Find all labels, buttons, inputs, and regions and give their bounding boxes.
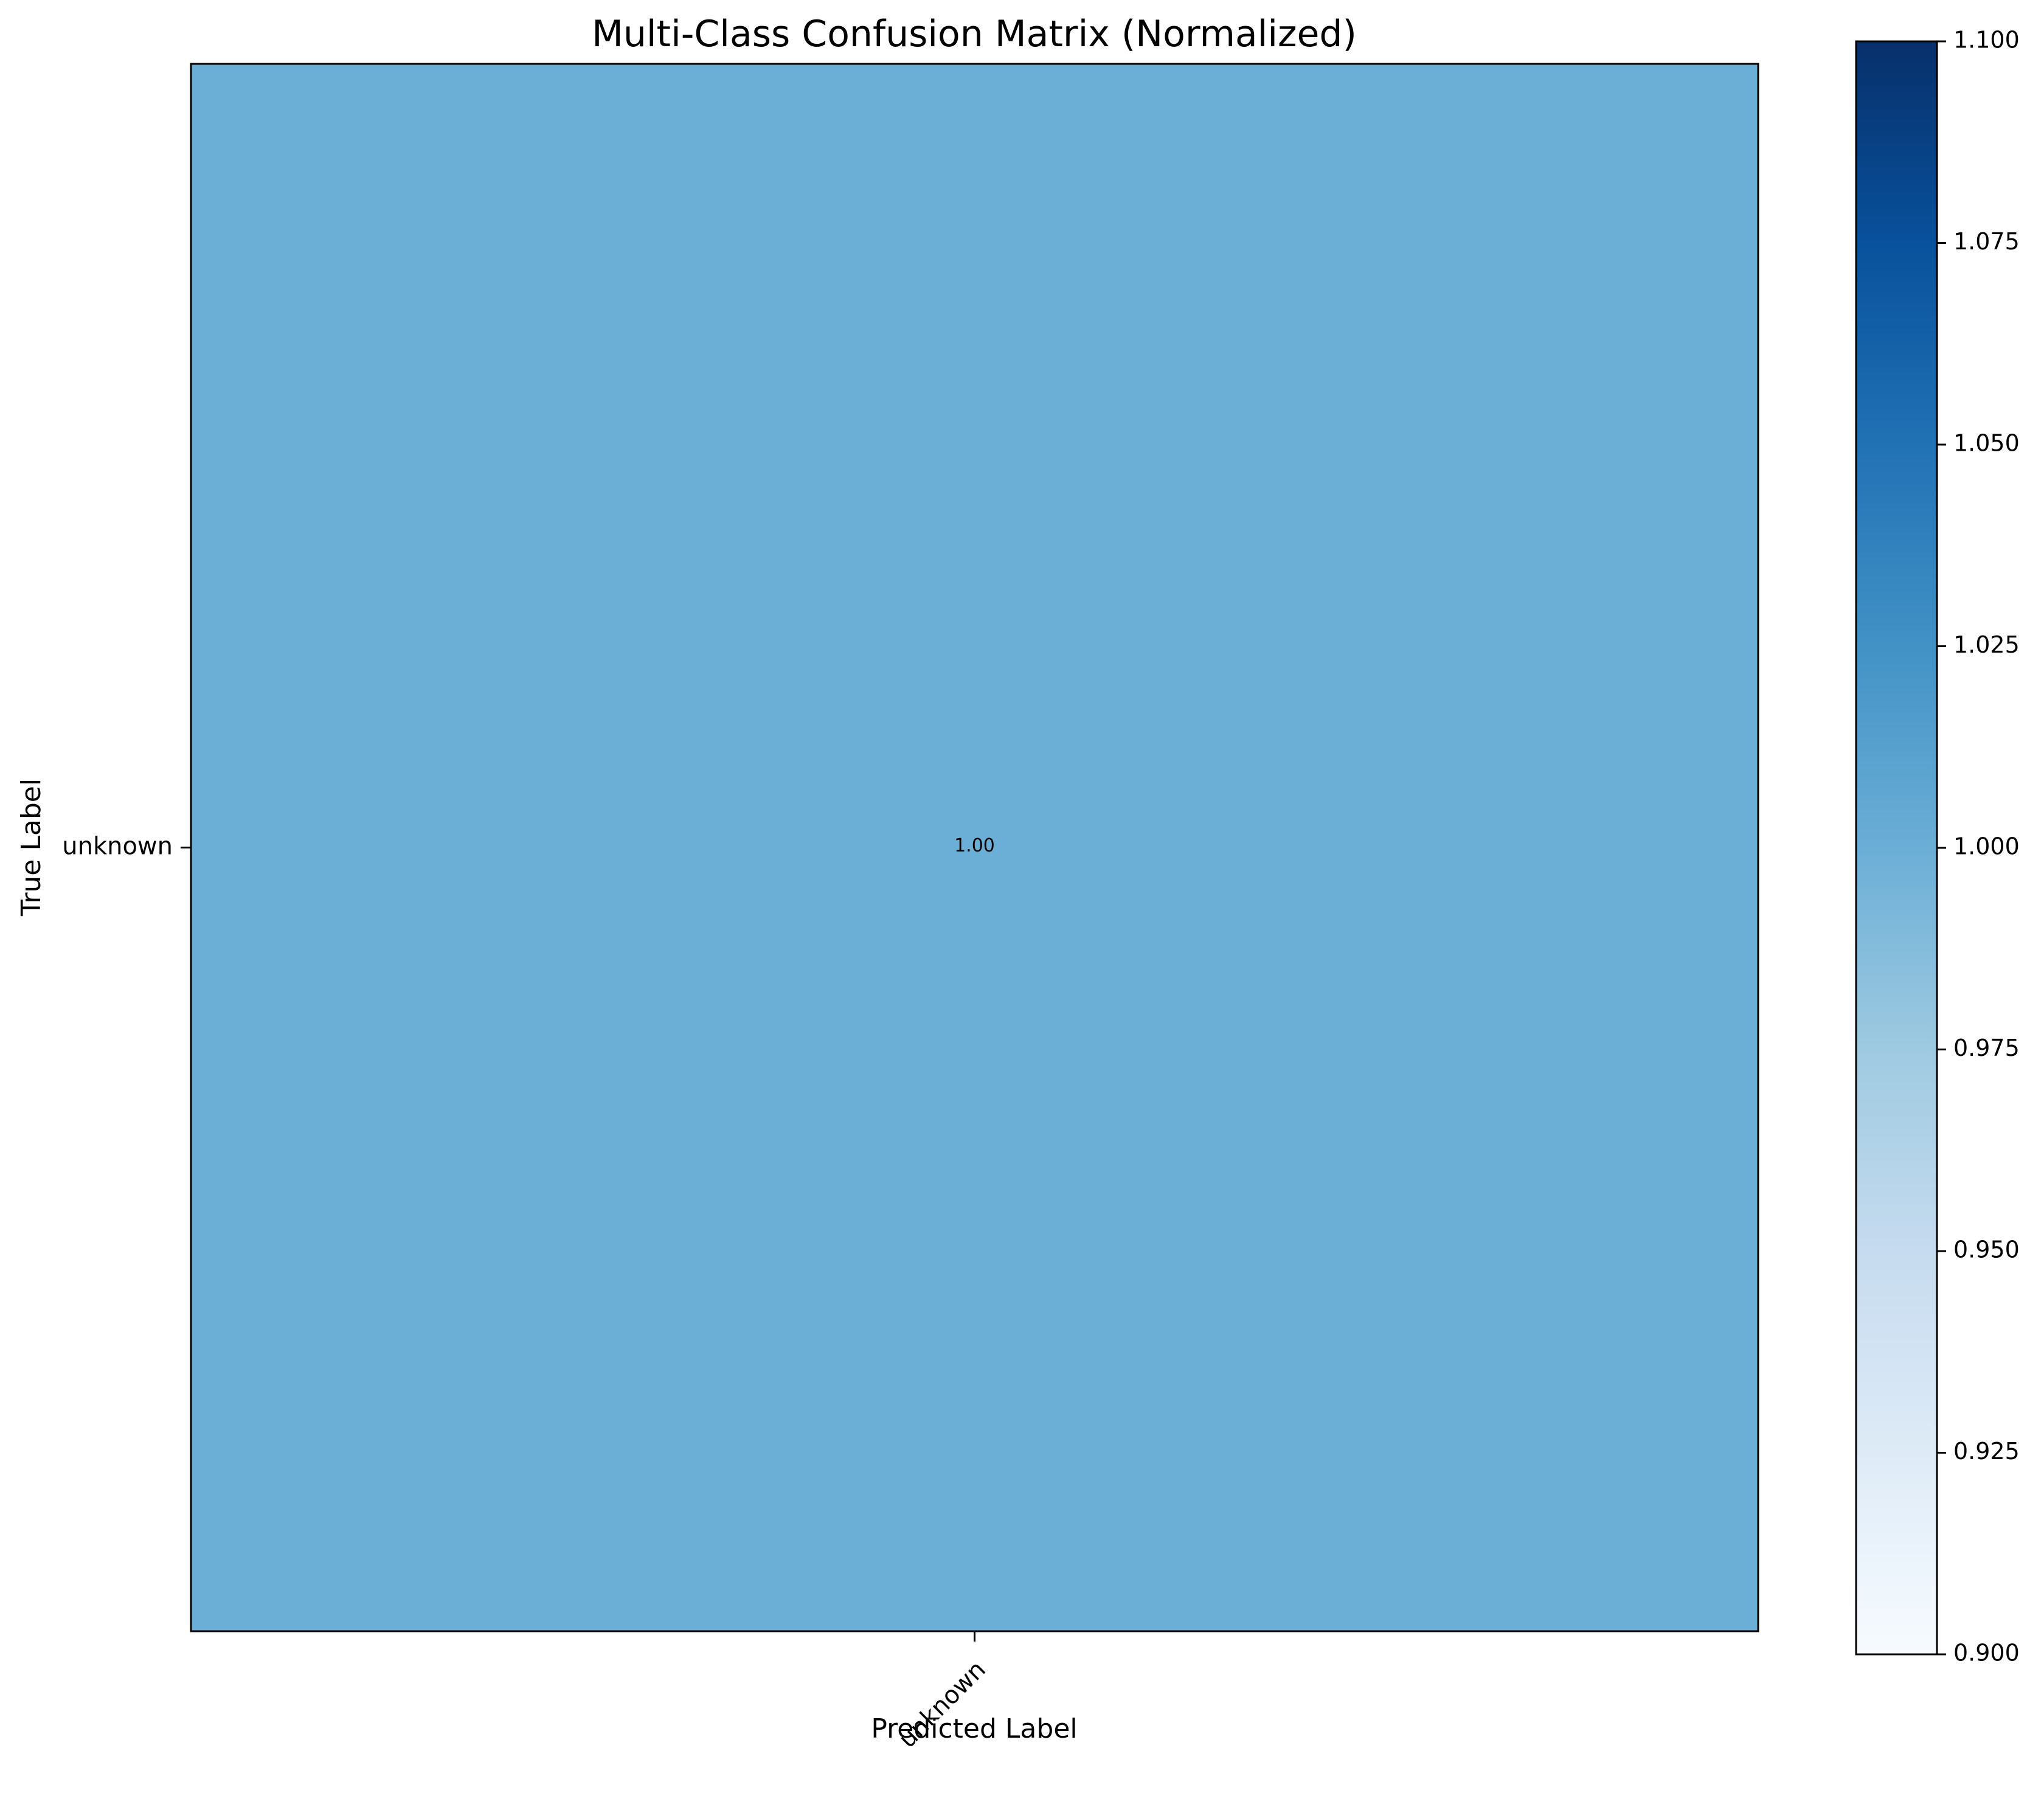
colorbar-axis: 0.900 0.925 0.950 0.975 1.000 1.025 1.050 1.075… (1937, 27, 2020, 1667)
y-tick-label: unknown (62, 833, 173, 861)
heatmap-cell (191, 64, 1758, 1631)
x-axis-label: Predicted Label (871, 1713, 1077, 1744)
colorbar-tick-label: 0.950 (1953, 1236, 2020, 1263)
heatmap-area: 1.00 (191, 64, 1758, 1631)
y-axis: unknown (62, 833, 191, 861)
colorbar-tick-label: 1.050 (1953, 430, 2020, 457)
colorbar-tick-label: 1.025 (1953, 631, 2020, 658)
y-axis-label: True Label (16, 779, 47, 917)
colorbar-tick-label: 0.975 (1953, 1035, 2020, 1061)
colorbar-tick-label: 1.075 (1953, 228, 2020, 255)
colorbar-tick-label: 1.000 (1953, 833, 2020, 860)
colorbar-tick-label: 0.900 (1953, 1640, 2020, 1667)
colorbar (1855, 40, 1938, 1656)
chart-title: Multi-Class Confusion Matrix (Normalized… (592, 13, 1357, 55)
cell-value-label: 1.00 (954, 835, 995, 856)
colorbar-tick-label: 0.925 (1953, 1438, 2020, 1465)
colorbar-tick-label: 1.100 (1953, 27, 2020, 54)
